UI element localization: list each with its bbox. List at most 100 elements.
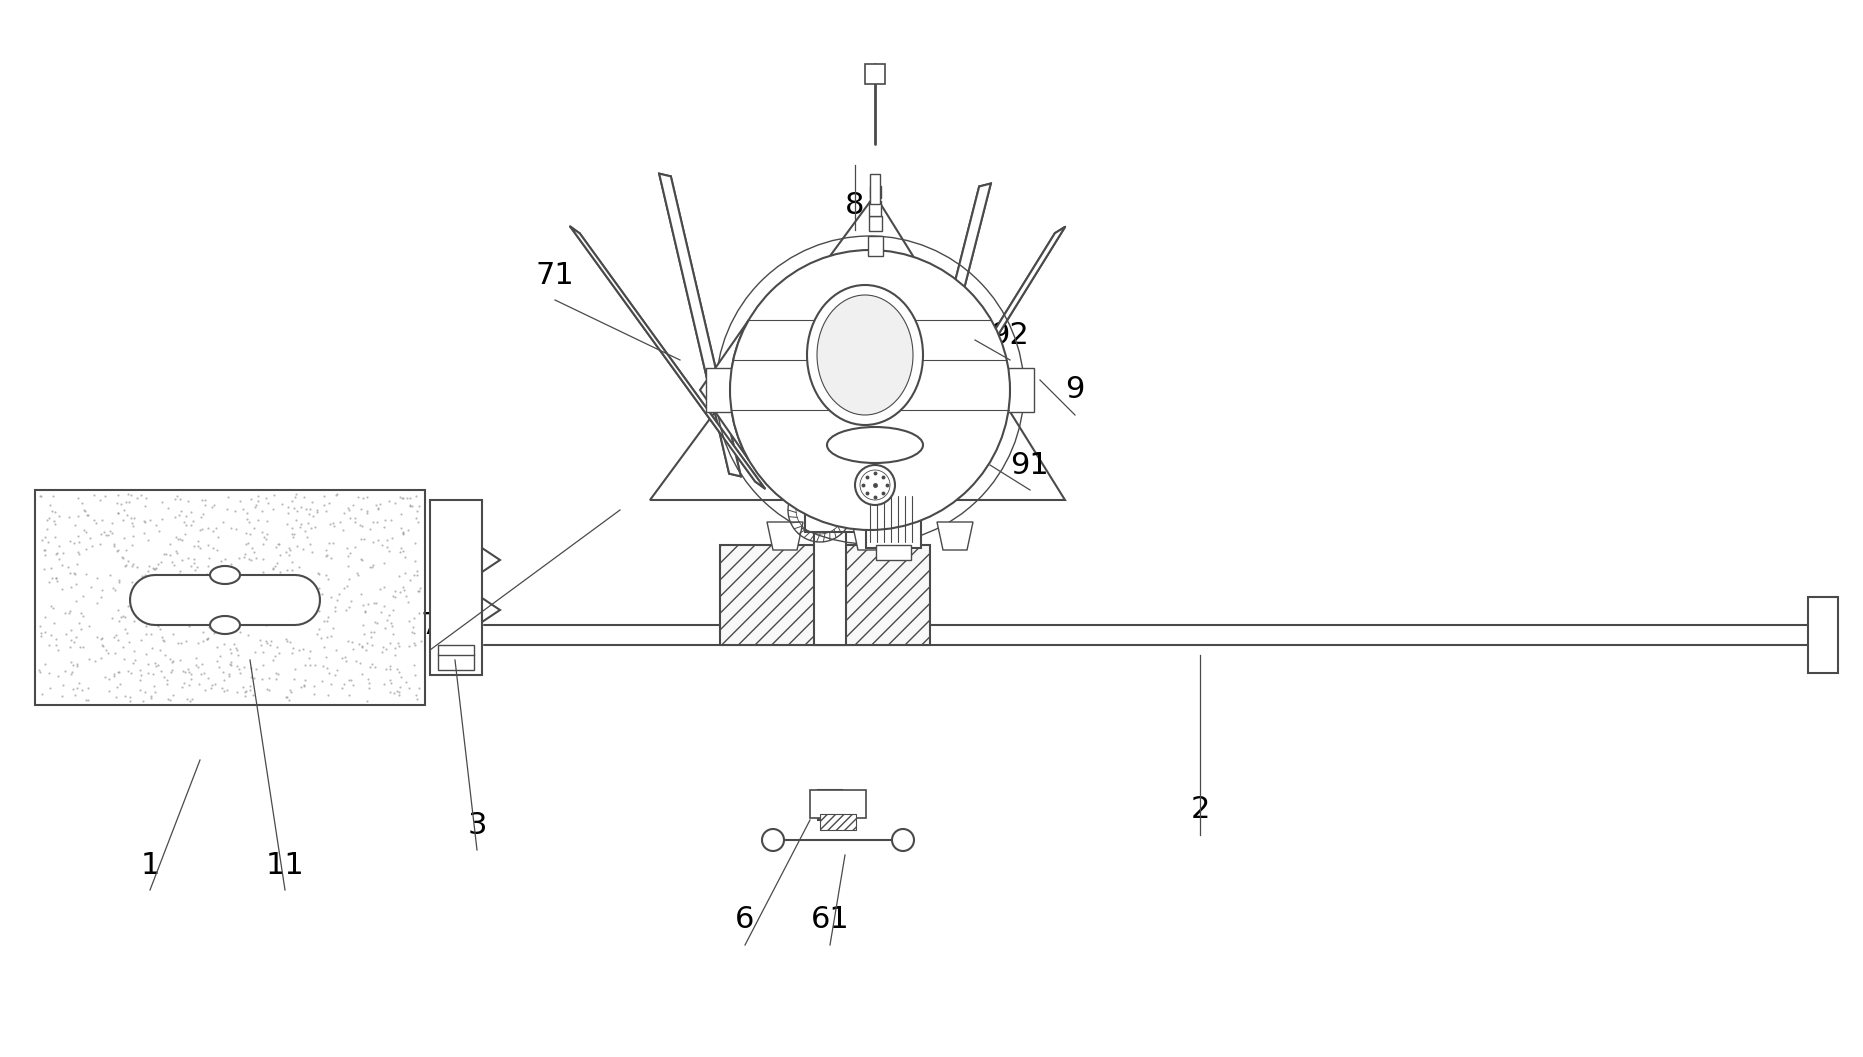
Point bbox=[235, 580, 265, 597]
Point bbox=[291, 599, 320, 616]
Point bbox=[89, 487, 119, 504]
Point bbox=[179, 537, 209, 554]
Point bbox=[352, 642, 382, 659]
Point bbox=[278, 525, 307, 542]
Point bbox=[186, 521, 216, 538]
Point bbox=[155, 536, 184, 553]
Point bbox=[106, 496, 136, 513]
Point bbox=[110, 558, 140, 575]
Point bbox=[265, 563, 294, 580]
Point bbox=[231, 684, 261, 701]
Point bbox=[279, 488, 309, 505]
Point bbox=[252, 681, 281, 698]
Point bbox=[300, 518, 330, 535]
Point bbox=[302, 625, 332, 642]
Point bbox=[63, 543, 93, 560]
Point bbox=[121, 576, 151, 593]
Point bbox=[360, 595, 389, 612]
Point bbox=[257, 632, 287, 649]
Point bbox=[307, 586, 337, 602]
Point bbox=[194, 519, 224, 536]
Point bbox=[224, 646, 253, 663]
Point bbox=[388, 578, 417, 595]
Point bbox=[73, 506, 102, 523]
Point bbox=[203, 638, 233, 655]
Point bbox=[281, 661, 311, 678]
Point bbox=[164, 531, 194, 548]
Point bbox=[320, 602, 350, 619]
Point bbox=[376, 512, 406, 528]
Point bbox=[391, 489, 421, 506]
Point bbox=[190, 496, 220, 513]
Point bbox=[225, 493, 255, 509]
Point bbox=[147, 511, 177, 527]
Point bbox=[205, 558, 235, 575]
Point bbox=[160, 508, 190, 525]
Point bbox=[278, 528, 307, 545]
Point bbox=[97, 609, 127, 626]
Point bbox=[99, 666, 129, 683]
Point bbox=[360, 624, 389, 641]
Point bbox=[272, 544, 302, 561]
Point bbox=[311, 546, 341, 563]
Point bbox=[339, 509, 369, 526]
Point bbox=[386, 679, 415, 696]
Point bbox=[30, 609, 60, 626]
Point bbox=[138, 560, 168, 577]
Point bbox=[194, 629, 224, 646]
Point bbox=[175, 516, 205, 533]
Point bbox=[374, 607, 404, 624]
Point bbox=[265, 645, 294, 662]
Point bbox=[222, 684, 252, 701]
Point bbox=[384, 634, 414, 651]
Point bbox=[47, 557, 76, 574]
Point bbox=[76, 578, 106, 595]
Point bbox=[136, 639, 166, 656]
Point bbox=[151, 576, 181, 593]
Point bbox=[278, 600, 307, 617]
Point bbox=[129, 513, 158, 530]
Point bbox=[291, 523, 320, 540]
Point bbox=[194, 618, 224, 635]
Point bbox=[56, 578, 86, 595]
Point bbox=[227, 593, 257, 610]
Point bbox=[67, 495, 97, 512]
Polygon shape bbox=[851, 522, 889, 550]
Point bbox=[294, 536, 324, 553]
Point bbox=[317, 675, 347, 692]
Point bbox=[184, 675, 214, 692]
Point bbox=[229, 549, 259, 565]
Point bbox=[378, 530, 408, 546]
Point bbox=[143, 523, 173, 540]
Point bbox=[192, 588, 222, 605]
Point bbox=[360, 613, 389, 630]
Point bbox=[156, 554, 186, 571]
Point bbox=[86, 588, 116, 605]
Point bbox=[313, 612, 343, 629]
Point bbox=[320, 642, 350, 659]
Point bbox=[183, 537, 212, 554]
Point bbox=[186, 580, 216, 597]
Point bbox=[37, 599, 67, 616]
Point bbox=[71, 691, 101, 708]
Point bbox=[263, 638, 292, 655]
Point bbox=[197, 676, 227, 693]
Point bbox=[224, 661, 253, 678]
Point bbox=[397, 498, 427, 515]
Point bbox=[160, 557, 190, 574]
Point bbox=[140, 560, 170, 577]
Point bbox=[71, 502, 101, 519]
Point bbox=[328, 522, 358, 539]
Point bbox=[222, 642, 252, 659]
Point bbox=[333, 499, 363, 516]
Polygon shape bbox=[768, 522, 803, 550]
Point bbox=[190, 492, 220, 508]
Point bbox=[164, 506, 194, 523]
Point bbox=[164, 594, 194, 611]
Point bbox=[348, 616, 378, 633]
Point bbox=[212, 488, 242, 505]
Point bbox=[399, 625, 428, 642]
Point bbox=[335, 593, 365, 610]
Point bbox=[279, 593, 309, 610]
Point bbox=[373, 612, 402, 629]
